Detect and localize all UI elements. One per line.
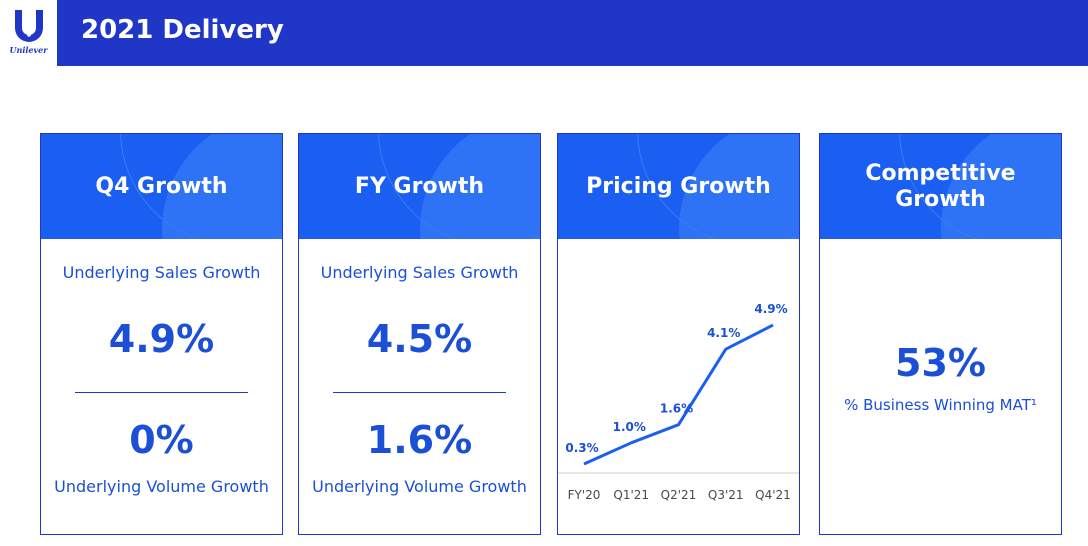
- data-label: 1.6%: [660, 402, 693, 416]
- x-tick-label: Q1'21: [613, 488, 649, 502]
- card-fy-growth: FY Growth Underlying Sales Growth 4.5% 1…: [298, 133, 541, 535]
- volume-growth-label: Underlying Volume Growth: [312, 477, 527, 496]
- sales-growth-value: 4.5%: [366, 317, 473, 361]
- card-header: FY Growth: [299, 134, 540, 239]
- x-tick-label: Q4'21: [755, 488, 791, 502]
- pricing-growth-line-chart: 0.3% FY'20 1.0% Q1'21 1.6% Q2'21 4.1% Q3'21 4.9%…: [558, 302, 799, 502]
- data-label: 4.1%: [707, 326, 740, 340]
- header-bar: 2021 Delivery: [57, 0, 1088, 66]
- card-title-line2: Growth: [895, 186, 986, 212]
- business-winning-value: 53%: [895, 341, 986, 385]
- card-q4-growth: Q4 Growth Underlying Sales Growth 4.9% 0…: [40, 133, 283, 535]
- card-header: Pricing Growth: [558, 134, 799, 239]
- page-title: 2021 Delivery: [81, 15, 284, 45]
- x-tick-label: FY'20: [568, 488, 601, 502]
- sales-growth-label: Underlying Sales Growth: [320, 263, 519, 282]
- card-header: Competitive Growth: [820, 134, 1061, 239]
- card-header: Q4 Growth: [41, 134, 282, 239]
- data-label: 0.3%: [565, 441, 598, 455]
- sales-growth-label: Underlying Sales Growth: [62, 263, 261, 282]
- card-title: Competitive Growth: [820, 134, 1061, 239]
- card-title: Q4 Growth: [95, 173, 228, 199]
- card-title: Pricing Growth: [586, 173, 771, 199]
- unilever-u-icon: [14, 10, 43, 42]
- unilever-logo: Unilever: [0, 0, 57, 66]
- card-competitive-growth: Competitive Growth 53% % Business Winnin…: [819, 133, 1062, 535]
- pricing-growth-series-line: [583, 323, 774, 466]
- divider: [333, 392, 506, 393]
- x-tick-label: Q3'21: [708, 488, 744, 502]
- card-title-line1: Competitive: [865, 160, 1016, 186]
- volume-growth-value: 1.6%: [366, 418, 473, 462]
- data-label: 4.9%: [754, 302, 787, 316]
- card-pricing-growth: Pricing Growth 0.3% FY'20 1.0% Q1'21 1.6% Q2'…: [557, 133, 800, 535]
- card-title: FY Growth: [354, 173, 485, 199]
- data-label: 1.0%: [613, 420, 646, 434]
- sales-growth-value: 4.9%: [108, 317, 215, 361]
- x-tick-label: Q2'21: [661, 488, 697, 502]
- logo-wordmark: Unilever: [9, 45, 48, 55]
- business-winning-label: % Business Winning MAT¹: [844, 396, 1037, 414]
- volume-growth-value: 0%: [129, 418, 194, 462]
- volume-growth-label: Underlying Volume Growth: [54, 477, 269, 496]
- divider: [75, 392, 248, 393]
